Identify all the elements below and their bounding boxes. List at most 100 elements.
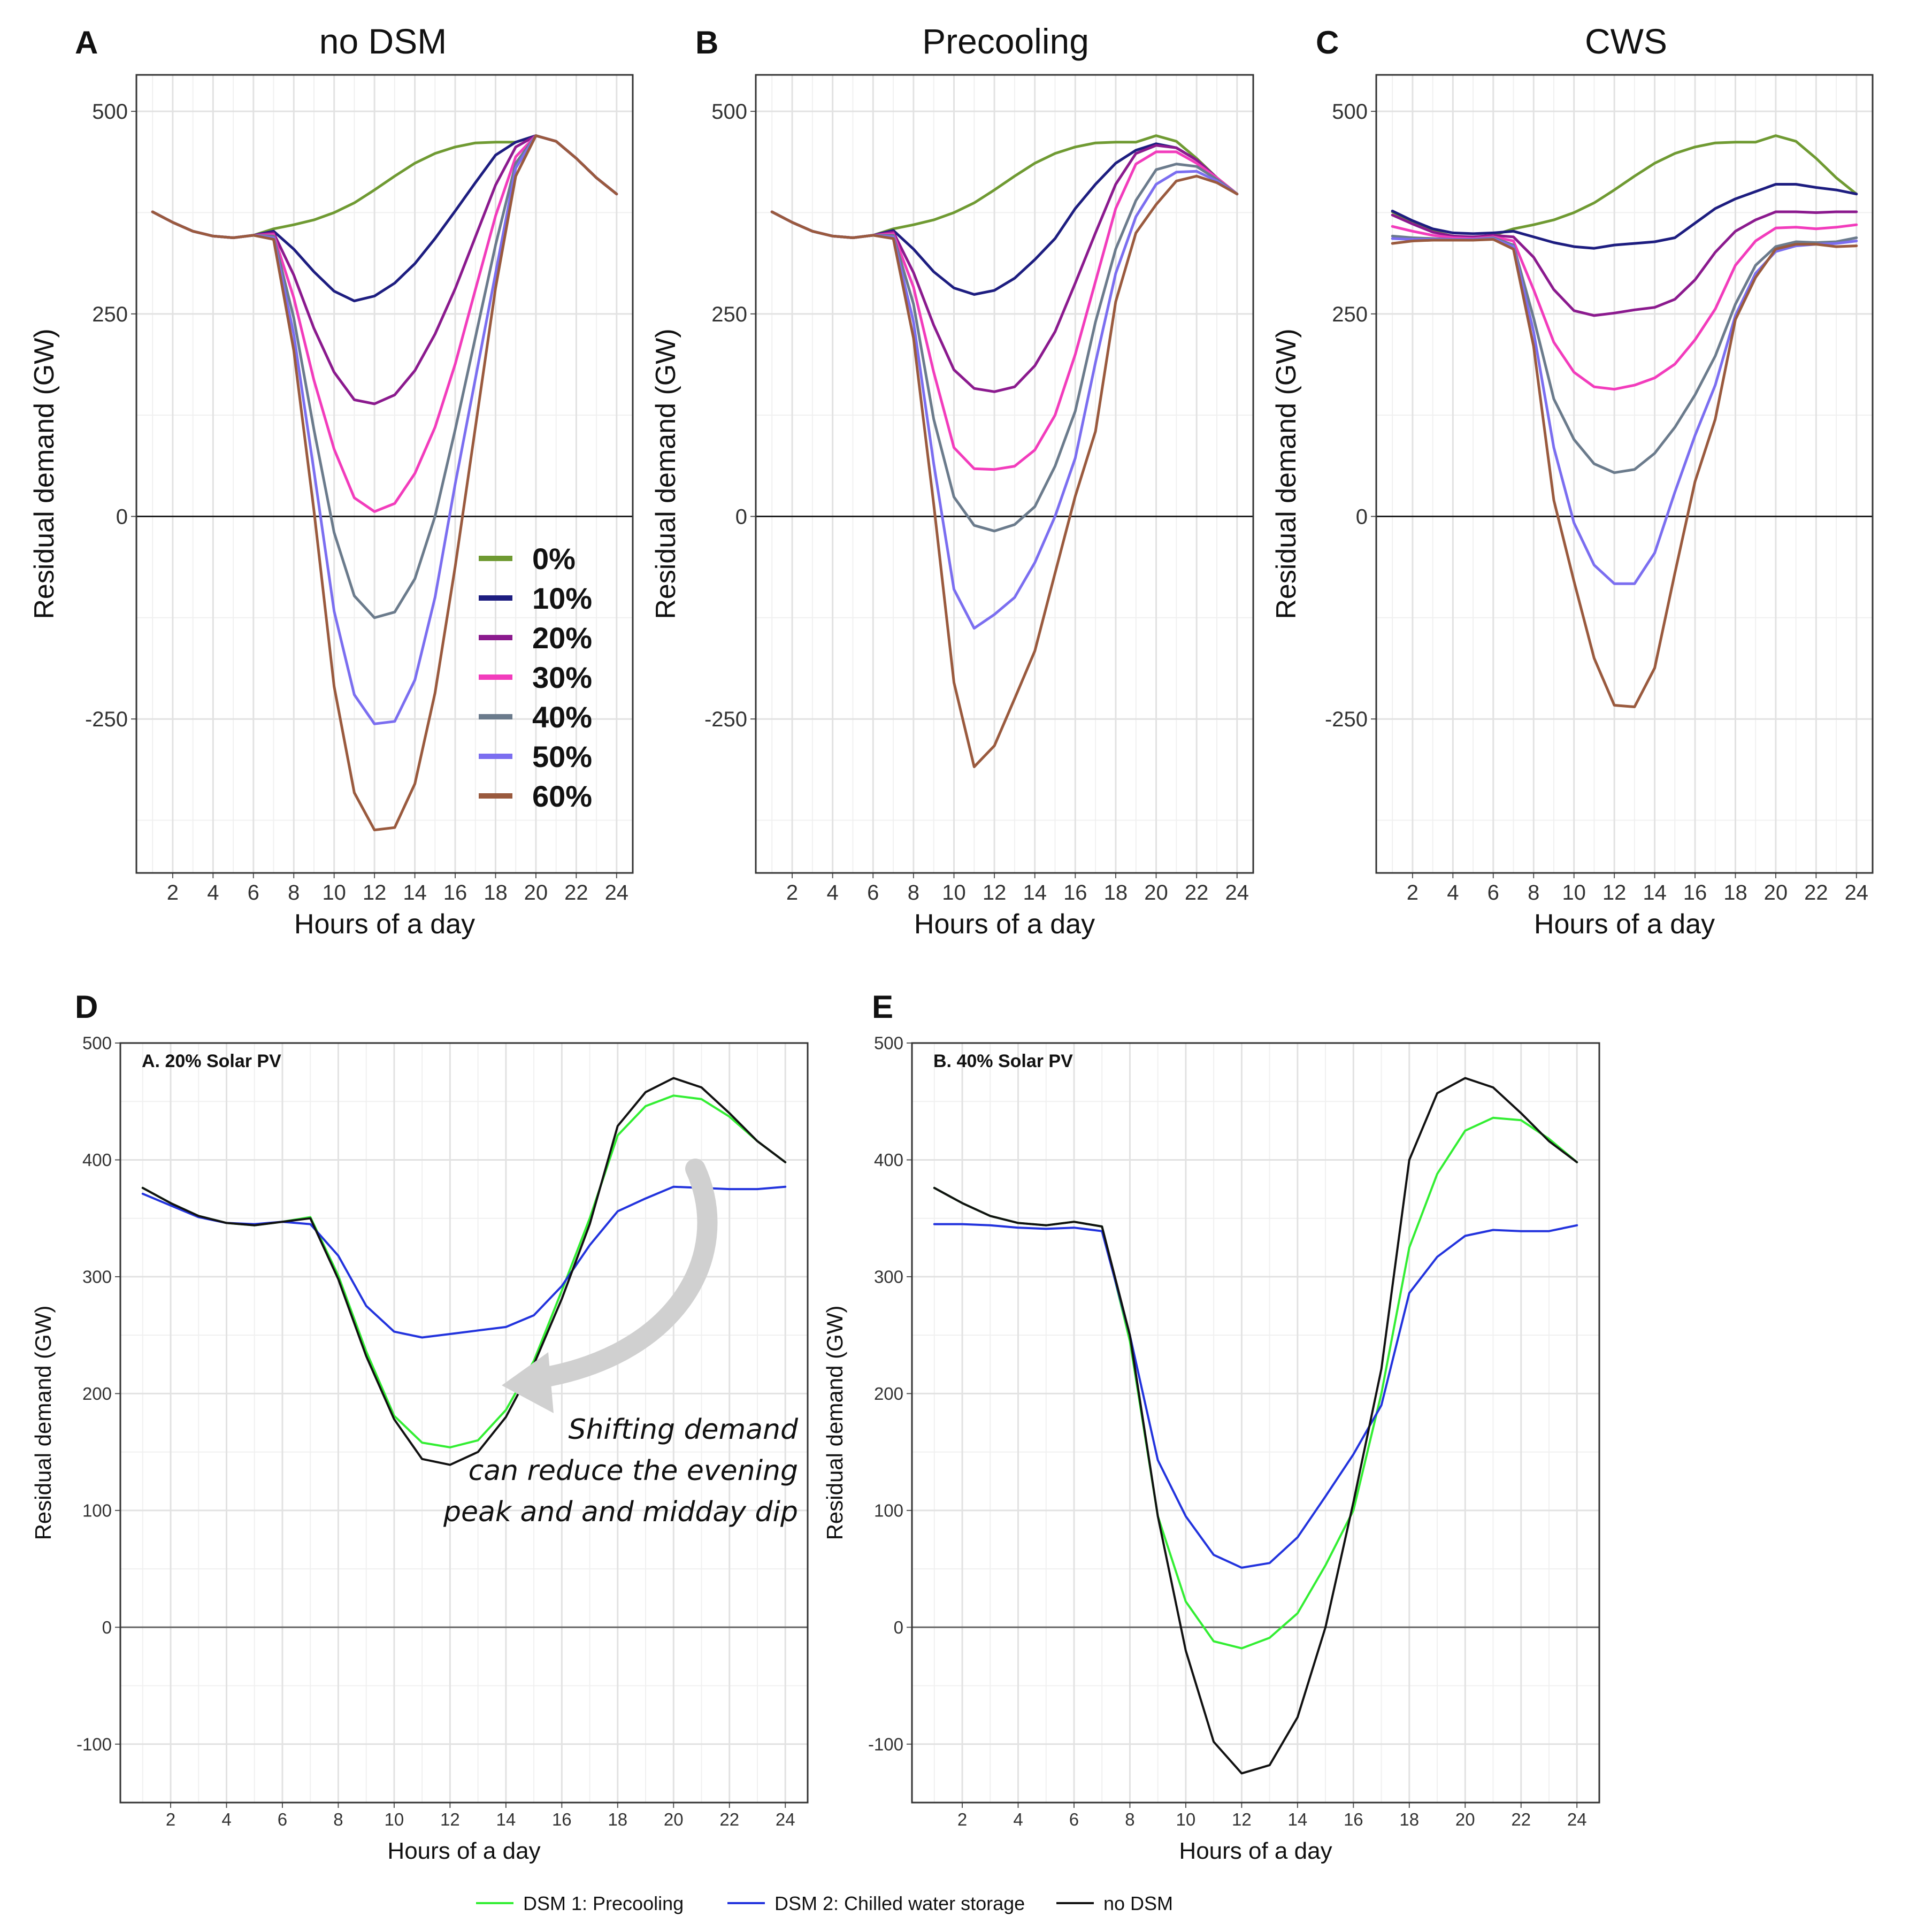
y-tick-label: -250 xyxy=(85,708,128,731)
y-tick-label: 200 xyxy=(82,1384,112,1404)
plot-border xyxy=(119,1042,809,1804)
x-tick-label: 20 xyxy=(524,881,548,904)
legend-label: 0% xyxy=(532,542,576,576)
x-tick-label: 12 xyxy=(363,881,387,904)
x-tick-label: 24 xyxy=(776,1810,795,1829)
x-tick-label: 4 xyxy=(1013,1810,1023,1829)
annotation-arrow-head xyxy=(502,1352,554,1413)
x-tick-label: 16 xyxy=(1063,881,1087,904)
panel-letter: E xyxy=(872,989,893,1025)
x-tick-label: 20 xyxy=(1764,881,1788,904)
x-tick-label: 8 xyxy=(1528,881,1539,904)
x-tick-label: 4 xyxy=(221,1810,231,1829)
panel-letter: D xyxy=(75,989,98,1025)
panel-title: CWS xyxy=(1585,21,1667,61)
x-tick-label: 4 xyxy=(827,881,839,904)
x-tick-label: 2 xyxy=(786,881,798,904)
x-tick-label: 12 xyxy=(983,881,1007,904)
x-tick-label: 22 xyxy=(1185,881,1209,904)
legend-label: 30% xyxy=(532,661,592,694)
x-tick-label: 10 xyxy=(385,1810,404,1829)
plot-border xyxy=(1375,74,1874,874)
y-tick-label: 250 xyxy=(1332,303,1368,326)
panel-letter: C xyxy=(1316,25,1339,60)
x-tick-label: 8 xyxy=(333,1810,343,1829)
y-tick-label: 100 xyxy=(82,1500,112,1520)
plot-border xyxy=(135,74,634,874)
y-tick-label: 0 xyxy=(116,505,128,529)
x-axis-title: Hours of a day xyxy=(1179,1838,1332,1864)
y-tick-label: 400 xyxy=(874,1150,903,1170)
y-tick-label: -100 xyxy=(868,1734,903,1754)
panel-letter: B xyxy=(695,25,718,60)
chart-panel-e: 2 4 6 8 10 12 14 16 18 20 22 24-1000100200300400500… xyxy=(822,989,1600,1864)
chart-panel-d: 2 4 6 8 10 12 14 16 18 20 22 24-1000100200300400500… xyxy=(30,989,809,1864)
x-tick-label: 14 xyxy=(1287,1810,1307,1829)
x-tick-label: 24 xyxy=(1567,1810,1587,1829)
x-tick-label: 18 xyxy=(1399,1810,1419,1829)
x-tick-label: 8 xyxy=(288,881,300,904)
plot-border xyxy=(755,74,1254,874)
x-tick-label: 24 xyxy=(1225,881,1249,904)
x-tick-label: 22 xyxy=(1804,881,1828,904)
annotation-text-line: peak and and midday dip xyxy=(443,1496,798,1528)
y-tick-label: 400 xyxy=(82,1150,112,1170)
legend-label: 60% xyxy=(532,779,592,813)
x-tick-label: 22 xyxy=(1511,1810,1531,1829)
y-tick-label: 0 xyxy=(894,1617,903,1637)
x-tick-label: 24 xyxy=(1845,881,1869,904)
annotation-arrow-body xyxy=(517,1159,718,1390)
series-line-10- xyxy=(151,134,618,303)
legend-label: 50% xyxy=(532,740,592,773)
panel-title: Precooling xyxy=(922,21,1089,61)
x-axis-title: Hours of a day xyxy=(914,909,1095,940)
series-line-50- xyxy=(1391,237,1858,585)
series-line-30- xyxy=(770,150,1239,471)
annotation-text-line: can reduce the evening xyxy=(469,1455,798,1487)
x-tick-label: 14 xyxy=(1643,881,1667,904)
series-line-dsm-2-chilled-water-storage xyxy=(141,1185,787,1339)
panel-subtitle: A. 20% Solar PV xyxy=(142,1051,281,1071)
x-tick-label: 6 xyxy=(278,1810,287,1829)
x-tick-label: 8 xyxy=(908,881,919,904)
x-tick-label: 20 xyxy=(664,1810,684,1829)
x-tick-label: 18 xyxy=(608,1810,627,1829)
x-tick-label: 10 xyxy=(942,881,966,904)
x-tick-label: 10 xyxy=(322,881,346,904)
y-axis-title: Residual demand (GW) xyxy=(650,328,681,619)
series-line-60- xyxy=(151,134,618,832)
x-tick-label: 22 xyxy=(719,1810,739,1829)
y-axis-title: Residual demand (GW) xyxy=(1271,328,1302,619)
y-tick-label: 0 xyxy=(1356,505,1368,529)
panel-title: no DSM xyxy=(319,21,447,61)
y-tick-label: 0 xyxy=(102,1617,112,1637)
x-tick-label: 18 xyxy=(1104,881,1128,904)
x-tick-label: 6 xyxy=(248,881,259,904)
legend-label: DSM 2: Chilled water storage xyxy=(775,1892,1025,1914)
x-tick-label: 14 xyxy=(496,1810,516,1829)
x-axis-title: Hours of a day xyxy=(294,909,475,940)
x-tick-label: 16 xyxy=(1344,1810,1363,1829)
x-tick-label: 6 xyxy=(1487,881,1499,904)
y-tick-label: -250 xyxy=(704,708,747,731)
x-tick-label: 20 xyxy=(1144,881,1168,904)
x-tick-label: 22 xyxy=(564,881,588,904)
x-tick-label: 10 xyxy=(1562,881,1586,904)
x-tick-label: 14 xyxy=(403,881,427,904)
x-tick-label: 18 xyxy=(484,881,508,904)
legend-label: 40% xyxy=(532,700,592,734)
x-tick-label: 24 xyxy=(605,881,629,904)
x-tick-label: 2 xyxy=(166,1810,175,1829)
series-line-dsm-2-chilled-water-storage xyxy=(933,1223,1578,1569)
series-line-20- xyxy=(151,134,618,405)
series-line-50- xyxy=(770,170,1239,630)
dsm-legend: DSM 1: Precooling DSM 2: Chilled water st… xyxy=(476,1892,1173,1914)
x-axis-title: Hours of a day xyxy=(387,1838,540,1864)
x-tick-label: 2 xyxy=(167,881,179,904)
x-tick-label: 16 xyxy=(552,1810,572,1829)
y-tick-label: 200 xyxy=(874,1384,903,1404)
y-tick-label: 250 xyxy=(711,303,747,326)
x-tick-label: 16 xyxy=(443,881,467,904)
